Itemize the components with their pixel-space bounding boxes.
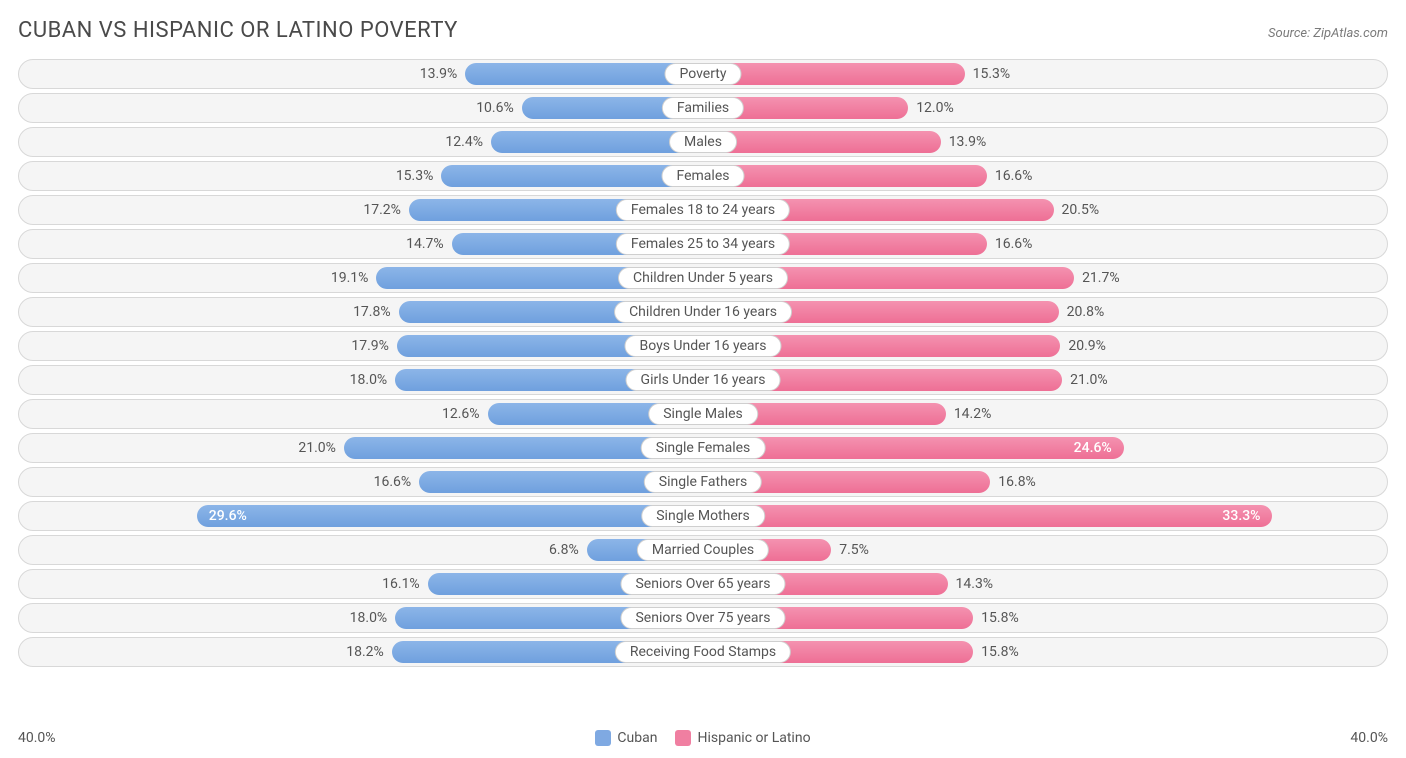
category-label: Poverty xyxy=(664,63,741,85)
legend-item-left: Cuban xyxy=(595,730,657,746)
value-left: 12.6% xyxy=(442,406,480,422)
bar-right xyxy=(703,437,1124,459)
chart-title: CUBAN VS HISPANIC OR LATINO POVERTY xyxy=(18,18,458,43)
bar-row: 10.6% 12.0% Families xyxy=(18,93,1388,123)
value-right: 7.5% xyxy=(839,542,869,558)
category-label: Boys Under 16 years xyxy=(624,335,781,357)
bar-row: 16.6% 16.8% Single Fathers xyxy=(18,467,1388,497)
bar-row: 17.9% 20.9% Boys Under 16 years xyxy=(18,331,1388,361)
value-left: 10.6% xyxy=(476,100,514,116)
category-label: Families xyxy=(662,97,744,119)
value-right: 21.7% xyxy=(1082,270,1120,286)
bar-row: 13.9% 15.3% Poverty xyxy=(18,59,1388,89)
value-left: 18.0% xyxy=(350,372,388,388)
value-right: 33.3% xyxy=(1222,508,1260,524)
category-label: Girls Under 16 years xyxy=(626,369,781,391)
value-left: 18.2% xyxy=(346,644,384,660)
value-left: 29.6% xyxy=(209,508,247,524)
value-left: 17.8% xyxy=(353,304,391,320)
bar-row: 12.6% 14.2% Single Males xyxy=(18,399,1388,429)
chart-rows: 13.9% 15.3% Poverty 10.6% 12.0% Families 12.4%… xyxy=(18,59,1388,720)
value-left: 15.3% xyxy=(396,168,434,184)
value-right: 24.6% xyxy=(1074,440,1112,456)
bar-row: 15.3% 16.6% Females xyxy=(18,161,1388,191)
bar-row: 17.8% 20.8% Children Under 16 years xyxy=(18,297,1388,327)
axis-label-right: 40.0% xyxy=(1350,730,1388,746)
value-left: 14.7% xyxy=(406,236,444,252)
bar-row: 12.4% 13.9% Males xyxy=(18,127,1388,157)
category-label: Single Mothers xyxy=(641,505,765,527)
bar-row: 18.0% 15.8% Seniors Over 75 years xyxy=(18,603,1388,633)
value-right: 21.0% xyxy=(1070,372,1108,388)
category-label: Single Fathers xyxy=(644,471,762,493)
bar-row: 19.1% 21.7% Children Under 5 years xyxy=(18,263,1388,293)
legend-swatch-left xyxy=(595,730,611,746)
value-left: 16.6% xyxy=(374,474,412,490)
value-left: 21.0% xyxy=(298,440,336,456)
value-right: 16.6% xyxy=(995,236,1033,252)
bar-row: 14.7% 16.6% Females 25 to 34 years xyxy=(18,229,1388,259)
value-left: 19.1% xyxy=(331,270,369,286)
value-right: 20.5% xyxy=(1062,202,1100,218)
category-label: Seniors Over 65 years xyxy=(620,573,785,595)
category-label: Children Under 16 years xyxy=(614,301,792,323)
bar-right xyxy=(703,131,941,153)
chart-header: CUBAN VS HISPANIC OR LATINO POVERTY Sour… xyxy=(18,18,1388,43)
legend-label-right: Hispanic or Latino xyxy=(697,730,810,746)
category-label: Children Under 5 years xyxy=(618,267,788,289)
value-right: 16.6% xyxy=(995,168,1033,184)
value-right: 20.9% xyxy=(1068,338,1106,354)
category-label: Single Males xyxy=(648,403,758,425)
chart-container: CUBAN VS HISPANIC OR LATINO POVERTY Sour… xyxy=(0,0,1406,758)
value-left: 17.9% xyxy=(351,338,389,354)
legend-swatch-right xyxy=(675,730,691,746)
bar-right xyxy=(703,505,1272,527)
bar-row: 18.0% 21.0% Girls Under 16 years xyxy=(18,365,1388,395)
value-right: 15.8% xyxy=(981,644,1019,660)
category-label: Seniors Over 75 years xyxy=(620,607,785,629)
bar-row: 16.1% 14.3% Seniors Over 65 years xyxy=(18,569,1388,599)
category-label: Females 18 to 24 years xyxy=(616,199,790,221)
value-right: 13.9% xyxy=(949,134,987,150)
value-left: 6.8% xyxy=(549,542,579,558)
legend-label-left: Cuban xyxy=(617,730,657,746)
category-label: Males xyxy=(669,131,737,153)
value-right: 14.3% xyxy=(956,576,994,592)
value-left: 16.1% xyxy=(382,576,420,592)
value-right: 20.8% xyxy=(1067,304,1105,320)
category-label: Single Females xyxy=(641,437,766,459)
category-label: Females xyxy=(662,165,745,187)
value-left: 13.9% xyxy=(420,66,458,82)
chart-footer: 40.0% Cuban Hispanic or Latino 40.0% xyxy=(18,730,1388,746)
bar-row: 21.0% 24.6% Single Females xyxy=(18,433,1388,463)
value-right: 15.8% xyxy=(981,610,1019,626)
value-left: 12.4% xyxy=(445,134,483,150)
bar-row: 17.2% 20.5% Females 18 to 24 years xyxy=(18,195,1388,225)
legend-item-right: Hispanic or Latino xyxy=(675,730,810,746)
value-left: 18.0% xyxy=(350,610,388,626)
axis-label-left: 40.0% xyxy=(18,730,56,746)
bar-left xyxy=(197,505,703,527)
bar-right xyxy=(703,63,965,85)
category-label: Receiving Food Stamps xyxy=(615,641,791,663)
value-right: 16.8% xyxy=(998,474,1036,490)
bar-row: 6.8% 7.5% Married Couples xyxy=(18,535,1388,565)
chart-source: Source: ZipAtlas.com xyxy=(1268,26,1388,41)
category-label: Females 25 to 34 years xyxy=(616,233,790,255)
bar-row: 29.6% 33.3% Single Mothers xyxy=(18,501,1388,531)
value-right: 12.0% xyxy=(916,100,954,116)
bar-row: 18.2% 15.8% Receiving Food Stamps xyxy=(18,637,1388,667)
value-right: 14.2% xyxy=(954,406,992,422)
category-label: Married Couples xyxy=(637,539,769,561)
value-left: 17.2% xyxy=(363,202,401,218)
legend: Cuban Hispanic or Latino xyxy=(595,730,810,746)
value-right: 15.3% xyxy=(973,66,1011,82)
bar-right xyxy=(703,165,987,187)
